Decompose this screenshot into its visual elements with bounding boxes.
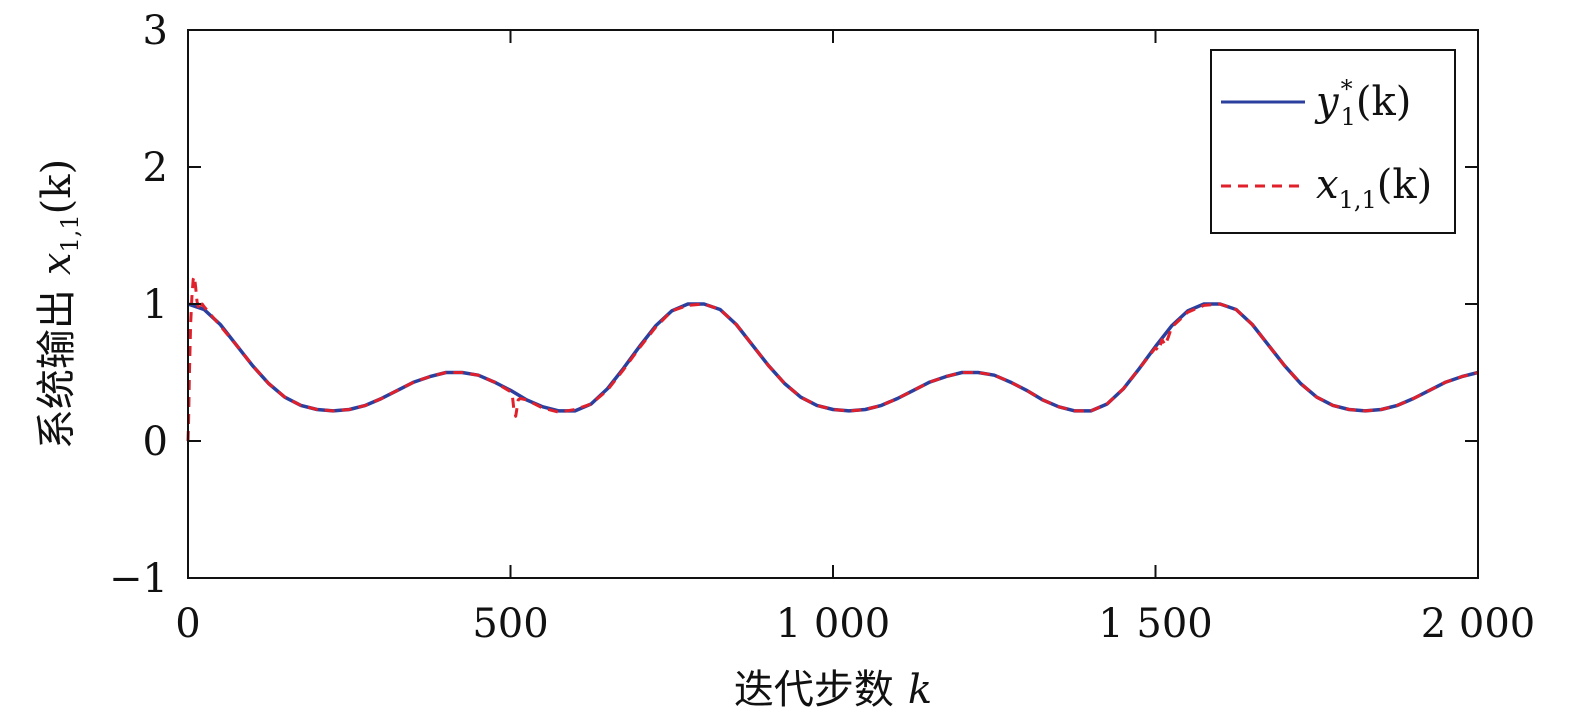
y-tick-label: 0 [143, 419, 168, 465]
x-axis-title: 迭代步数 k [734, 667, 932, 713]
ticks-layer [187, 29, 1479, 579]
y-axis-title-arg: (k) [34, 159, 80, 214]
y-tick-label: −1 [109, 556, 168, 602]
x-axis-title-text: 迭代步数 [734, 667, 894, 713]
legend-label-x11: x1,1(k) [1316, 162, 1432, 214]
legend-x-arg: (k) [1377, 162, 1432, 208]
y-axis-title: 系统输出 x1,1(k) [34, 159, 84, 449]
x-tick-label: 1 500 [1098, 601, 1213, 647]
legend-y-arg: (k) [1356, 79, 1411, 125]
series-layer [186, 275, 1479, 442]
y-axis-title-var: x [34, 253, 80, 276]
x-axis-title-var: k [908, 667, 932, 713]
y-tick-label: 2 [143, 145, 168, 191]
series-line-1 [186, 275, 1479, 442]
x-tick-label: 500 [472, 601, 548, 647]
y-axis-title-sub: 1,1 [56, 214, 84, 252]
legend-x-var: x [1316, 162, 1339, 208]
y-axis-title-text: 系统输出 [34, 289, 80, 449]
legend: y* 1(k) x1,1(k) [1210, 49, 1456, 234]
legend-y-sub: 1 [1341, 103, 1356, 131]
legend-x-sub: 1,1 [1339, 186, 1377, 214]
x-tick-label: 1 000 [776, 601, 891, 647]
x-tick-label: 2 000 [1421, 601, 1536, 647]
legend-y-var: y [1314, 79, 1340, 125]
x-tick-label: 0 [175, 601, 200, 647]
legend-y-sup: * [1341, 75, 1353, 103]
y-tick-label: 3 [143, 8, 168, 54]
y-tick-label: 1 [143, 282, 168, 328]
legend-box [1210, 49, 1456, 234]
legend-label-y1-star: y* 1(k) [1314, 75, 1411, 131]
